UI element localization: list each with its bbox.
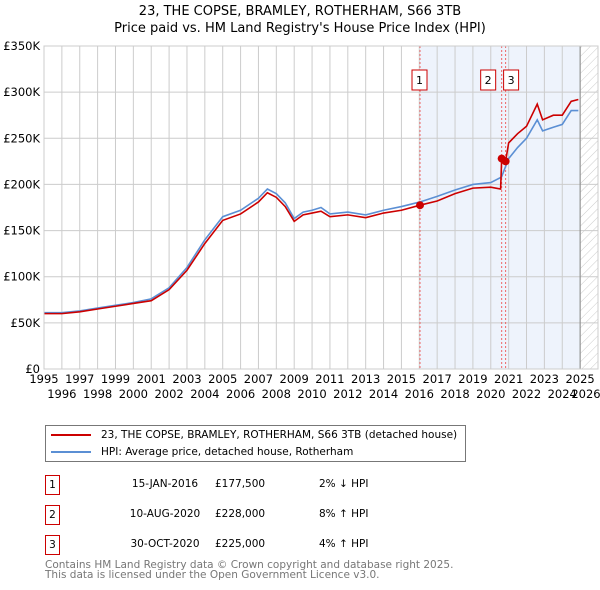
series-line-property <box>44 98 579 315</box>
sale-label: 2 <box>485 74 492 87</box>
x-tick-label: 2023 <box>530 372 559 386</box>
sale-row: 3 30-OCT-2020 £225,000 4% ↑ HPI <box>45 535 465 555</box>
x-tick-label: 2007 <box>244 372 273 386</box>
x-tick-label: 2002 <box>154 387 183 401</box>
sale-row: 1 15-JAN-2016 £177,500 2% ↓ HPI <box>45 475 465 495</box>
sale-date: 30-OCT-2020 <box>130 538 200 550</box>
sale-price: £225,000 <box>215 538 266 550</box>
y-tick-label: £150K <box>3 224 40 238</box>
sale-label: 1 <box>416 74 423 87</box>
x-tick-label: 2004 <box>190 387 219 401</box>
plot-frame <box>43 45 599 370</box>
legend: 23, THE COPSE, BRAMLEY, ROTHERHAM, S66 3… <box>45 425 466 462</box>
footer: Contains HM Land Registry data © Crown c… <box>45 559 454 581</box>
x-tick-label: 2014 <box>369 387 398 401</box>
sale-price: £228,000 <box>215 508 266 520</box>
x-tick-label: 2006 <box>226 387 255 401</box>
x-tick-label: 2018 <box>440 387 469 401</box>
sale-number: 2 <box>45 505 60 525</box>
sale-period-shade <box>420 46 581 369</box>
legend-swatch <box>51 434 91 436</box>
x-tick-label: 2017 <box>423 372 452 386</box>
sale-date: 10-AUG-2020 <box>129 508 201 520</box>
licence-text: This data is licensed under the Open Gov… <box>45 569 380 581</box>
x-tick-label: 2000 <box>119 387 148 401</box>
y-tick-label: £300K <box>3 85 40 99</box>
sale-number: 3 <box>45 535 60 555</box>
legend-label: 23, THE COPSE, BRAMLEY, ROTHERHAM, S66 3… <box>101 429 458 441</box>
x-tick-label: 1999 <box>101 372 130 386</box>
x-tick-label: 2021 <box>494 372 523 386</box>
sale-row: 2 10-AUG-2020 £228,000 8% ↑ HPI <box>45 505 465 525</box>
sale-label-box <box>503 69 520 91</box>
x-tick-label: 2022 <box>512 387 541 401</box>
y-tick-label: £250K <box>3 131 40 145</box>
sale-hpi-diff: 2% ↓ HPI <box>319 478 369 490</box>
x-tick-label: 2011 <box>315 372 344 386</box>
x-tick-label: 2012 <box>333 387 362 401</box>
x-tick-label: 2020 <box>476 387 505 401</box>
x-tick-label: 2019 <box>458 372 487 386</box>
copyright-text: Contains HM Land Registry data © Crown c… <box>45 559 454 571</box>
sale-number: 1 <box>45 475 60 495</box>
x-tick-label: 2001 <box>137 372 166 386</box>
chart-title: 23, THE COPSE, BRAMLEY, ROTHERHAM, S66 3… <box>0 3 600 37</box>
x-tick-label: 2010 <box>297 387 326 401</box>
title-line: 23, THE COPSE, BRAMLEY, ROTHERHAM, S66 3… <box>138 4 462 19</box>
subtitle-line: Price paid vs. HM Land Registry's House … <box>114 21 486 36</box>
sale-label: 3 <box>508 74 515 87</box>
y-tick-label: £350K <box>3 39 40 53</box>
legend-swatch <box>51 451 91 453</box>
x-tick-label: 2016 <box>405 387 434 401</box>
y-tick-label: £100K <box>3 270 40 284</box>
y-tick-label: £200K <box>3 177 40 191</box>
sale-price: £177,500 <box>215 478 266 490</box>
x-tick-label: 2003 <box>172 372 201 386</box>
x-tick-label: 1996 <box>47 387 76 401</box>
sale-point <box>501 157 510 166</box>
x-tick-label: 2008 <box>262 387 291 401</box>
x-tick-label: 1998 <box>83 387 112 401</box>
sale-label-box <box>411 69 428 91</box>
y-tick-label: £0 <box>25 362 40 376</box>
x-tick-label: 1997 <box>65 372 94 386</box>
x-tick-label: 2013 <box>351 372 380 386</box>
price-chart: 1995199619971998199920002001200220032004… <box>3 39 600 401</box>
sale-label-box <box>480 69 497 91</box>
x-tick-label: 2026 <box>571 387 600 401</box>
future-hatch <box>580 46 598 369</box>
series-line-hpi <box>44 109 579 314</box>
sale-date: 15-JAN-2016 <box>131 478 199 490</box>
x-tick-label: 1995 <box>29 372 58 386</box>
legend-label: HPI: Average price, detached house, Roth… <box>101 446 354 458</box>
sale-hpi-diff: 8% ↑ HPI <box>319 508 369 520</box>
x-tick-label: 2009 <box>280 372 309 386</box>
x-tick-label: 2025 <box>565 372 594 386</box>
x-tick-label: 2024 <box>548 387 577 401</box>
legend-item-property: 23, THE COPSE, BRAMLEY, ROTHERHAM, S66 3… <box>51 427 457 443</box>
x-tick-label: 2015 <box>387 372 416 386</box>
y-tick-label: £50K <box>11 316 41 330</box>
x-tick-label: 2005 <box>208 372 237 386</box>
sale-point <box>416 201 425 210</box>
sale-hpi-diff: 4% ↑ HPI <box>319 538 369 550</box>
legend-item-hpi: HPI: Average price, detached house, Roth… <box>51 444 353 460</box>
